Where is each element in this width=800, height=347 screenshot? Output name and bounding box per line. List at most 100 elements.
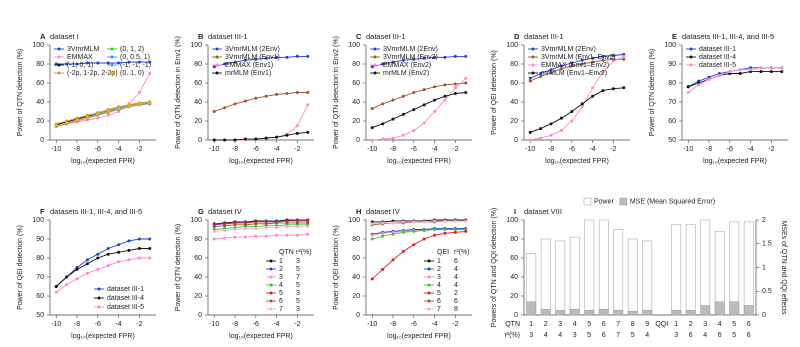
data-point <box>117 250 121 254</box>
y-tick-label: 1 <box>762 264 766 271</box>
legend-swatch <box>583 197 592 206</box>
legend-label: mrMLM (Env1–Env2) <box>541 70 607 77</box>
legend-r2: 4 <box>454 266 458 273</box>
data-point <box>601 54 605 58</box>
y-tick-label: 90 <box>36 236 44 243</box>
series-line <box>214 222 308 228</box>
r2-value: 3 <box>674 332 678 339</box>
data-point <box>285 221 289 225</box>
data-point <box>275 55 279 59</box>
legend-label: 7 <box>279 306 283 313</box>
r2-value: 3 <box>529 332 533 339</box>
r2-label: r²(%) <box>504 332 520 339</box>
data-point <box>370 138 374 142</box>
data-point <box>570 61 574 65</box>
series-line <box>372 229 466 240</box>
data-point <box>391 117 395 121</box>
panel-title: dataset III-1 <box>366 32 406 41</box>
legend-marker <box>110 47 114 51</box>
data-point <box>549 71 553 75</box>
data-point <box>412 229 416 233</box>
data-point <box>601 70 605 74</box>
legend-label: 3 <box>437 274 441 281</box>
y-tick-label: 20 <box>510 293 518 300</box>
data-point <box>370 233 374 237</box>
legend-label: 7 <box>437 306 441 313</box>
legend-marker <box>110 71 114 75</box>
data-point <box>528 138 532 142</box>
data-point <box>295 54 299 58</box>
data-point <box>433 228 437 231</box>
legend-label: MSE (Mean Squared Error) <box>630 198 715 205</box>
data-point <box>528 76 532 80</box>
data-point <box>401 220 405 224</box>
r2-value: 6 <box>718 332 722 339</box>
legend-marker <box>373 47 377 51</box>
panel-letter: G <box>198 207 204 216</box>
data-point <box>127 104 131 108</box>
legend-label: dataset III-5 <box>699 62 736 69</box>
x-tick-label: 2 <box>689 321 693 328</box>
legend-marker <box>427 307 431 311</box>
y-tick-label: 0 <box>356 312 360 319</box>
data-point <box>370 237 374 241</box>
data-point <box>611 53 615 57</box>
data-point <box>85 271 89 275</box>
y-tick-label: 40 <box>352 99 360 106</box>
panel-title: datasets III-1, III-4, and III-5 <box>50 207 142 216</box>
data-point <box>738 68 742 72</box>
legend-marker <box>215 47 219 51</box>
x-tick-label: -4 <box>431 146 437 153</box>
data-point <box>622 54 626 58</box>
y-tick-label: 2 <box>762 217 766 224</box>
x-tick-label: -2 <box>768 146 774 153</box>
bar <box>671 224 682 316</box>
legend-marker <box>427 291 431 295</box>
data-point <box>137 247 141 250</box>
x-tick-label: 1 <box>529 321 533 328</box>
legend-r2: 5 <box>296 266 300 273</box>
data-point <box>223 62 227 66</box>
panel-letter: F <box>40 207 45 216</box>
x-tick-label: -4 <box>273 321 279 328</box>
y-tick-label: 40 <box>510 99 518 106</box>
data-point <box>96 267 100 271</box>
y-tick-label: 0 <box>762 312 766 319</box>
y-tick-label: 0 <box>514 137 518 144</box>
bar <box>671 310 682 316</box>
y-tick-label: 70 <box>668 99 676 106</box>
y-tick-label: 40 <box>352 274 360 281</box>
series-line <box>56 61 150 65</box>
legend-marker <box>110 55 114 59</box>
data-point <box>117 107 121 111</box>
data-point <box>433 85 437 89</box>
y-tick-label: 0 <box>40 137 44 144</box>
x-tick-label: -8 <box>74 146 80 153</box>
y-tick-label: 100 <box>506 42 518 49</box>
y-axis-label: Power of QTN detection (%) <box>17 49 24 137</box>
data-point <box>412 129 416 132</box>
x-tick-label: 8 <box>631 321 635 328</box>
data-point <box>223 236 227 240</box>
bar <box>642 310 653 316</box>
y-tick-label: 60 <box>194 255 202 262</box>
data-point <box>549 133 553 137</box>
panel-title: dataset IV <box>366 207 400 216</box>
data-point <box>306 225 310 229</box>
data-point <box>443 94 447 98</box>
data-point <box>443 228 447 231</box>
data-point <box>106 264 110 268</box>
data-point <box>233 138 237 142</box>
x-tick-label: -4 <box>747 146 753 153</box>
y-axis-label: Powers of QTN and QQI detection (%) <box>491 208 498 327</box>
data-point <box>275 135 279 139</box>
data-point <box>622 86 626 90</box>
data-point <box>223 224 227 228</box>
y-tick-label: 80 <box>352 61 360 68</box>
legend-label: 3VmrMLM (2Env) <box>225 46 280 53</box>
data-point <box>285 91 289 95</box>
legend-label: Power <box>594 198 615 205</box>
x-tick-label: -6 <box>411 321 417 328</box>
data-point <box>75 267 79 271</box>
data-point <box>275 221 279 225</box>
